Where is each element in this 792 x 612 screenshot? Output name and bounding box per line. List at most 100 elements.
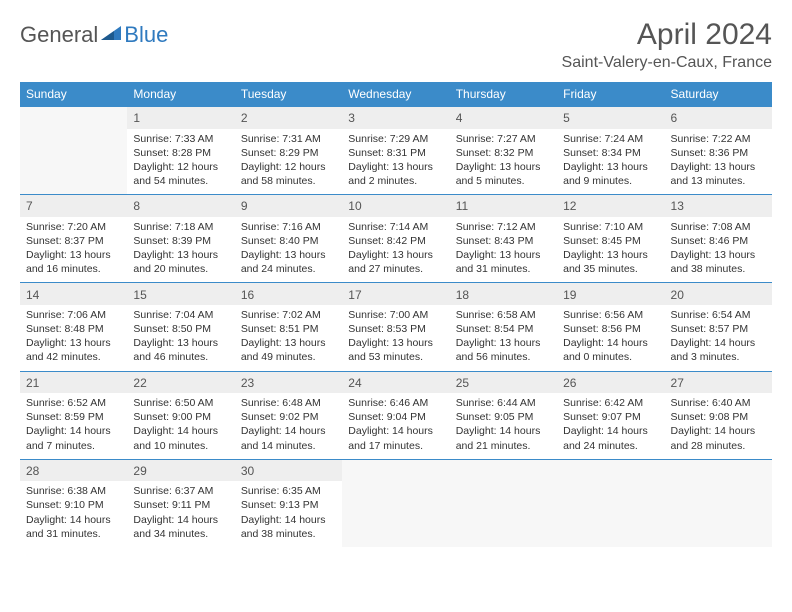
sunrise-line: Sunrise: 7:14 AM xyxy=(348,220,443,234)
sunset-line: Sunset: 8:40 PM xyxy=(241,234,336,248)
daylight-line: Daylight: 13 hours and 38 minutes. xyxy=(671,248,766,276)
sunset-line: Sunset: 8:51 PM xyxy=(241,322,336,336)
calendar-table: Sunday Monday Tuesday Wednesday Thursday… xyxy=(20,82,772,547)
day-number-cell: 30 xyxy=(235,459,342,481)
day-data-cell: Sunrise: 7:14 AMSunset: 8:42 PMDaylight:… xyxy=(342,217,449,283)
day-number-cell: 28 xyxy=(20,459,127,481)
day-data-cell: Sunrise: 7:33 AMSunset: 8:28 PMDaylight:… xyxy=(127,129,234,195)
day-data-cell: Sunrise: 7:27 AMSunset: 8:32 PMDaylight:… xyxy=(450,129,557,195)
sunrise-line: Sunrise: 6:54 AM xyxy=(671,308,766,322)
daylight-line: Daylight: 13 hours and 27 minutes. xyxy=(348,248,443,276)
weekday-header: Wednesday xyxy=(342,82,449,107)
day-data-cell: Sunrise: 7:20 AMSunset: 8:37 PMDaylight:… xyxy=(20,217,127,283)
day-data-cell: Sunrise: 7:29 AMSunset: 8:31 PMDaylight:… xyxy=(342,129,449,195)
daylight-line: Daylight: 13 hours and 35 minutes. xyxy=(563,248,658,276)
logo-text-general: General xyxy=(20,22,98,48)
day-data-cell: Sunrise: 6:37 AMSunset: 9:11 PMDaylight:… xyxy=(127,481,234,547)
sunrise-line: Sunrise: 6:38 AM xyxy=(26,484,121,498)
day-number-cell: 12 xyxy=(557,195,664,217)
day-number-cell: 17 xyxy=(342,283,449,305)
sunrise-line: Sunrise: 6:42 AM xyxy=(563,396,658,410)
day-number-cell: 21 xyxy=(20,371,127,393)
daylight-line: Daylight: 14 hours and 31 minutes. xyxy=(26,513,121,541)
daylight-line: Daylight: 13 hours and 20 minutes. xyxy=(133,248,228,276)
sunset-line: Sunset: 9:04 PM xyxy=(348,410,443,424)
day-data-cell: Sunrise: 6:35 AMSunset: 9:13 PMDaylight:… xyxy=(235,481,342,547)
daylight-line: Daylight: 14 hours and 17 minutes. xyxy=(348,424,443,452)
sunset-line: Sunset: 9:02 PM xyxy=(241,410,336,424)
sunrise-line: Sunrise: 6:58 AM xyxy=(456,308,551,322)
daylight-line: Daylight: 14 hours and 10 minutes. xyxy=(133,424,228,452)
daylight-line: Daylight: 13 hours and 13 minutes. xyxy=(671,160,766,188)
daylight-line: Daylight: 13 hours and 53 minutes. xyxy=(348,336,443,364)
daylight-line: Daylight: 13 hours and 5 minutes. xyxy=(456,160,551,188)
sunset-line: Sunset: 8:29 PM xyxy=(241,146,336,160)
daylight-line: Daylight: 14 hours and 34 minutes. xyxy=(133,513,228,541)
day-number-cell: 24 xyxy=(342,371,449,393)
sunrise-line: Sunrise: 6:40 AM xyxy=(671,396,766,410)
day-number-cell: 23 xyxy=(235,371,342,393)
sunset-line: Sunset: 8:37 PM xyxy=(26,234,121,248)
sunrise-line: Sunrise: 7:02 AM xyxy=(241,308,336,322)
daylight-line: Daylight: 14 hours and 0 minutes. xyxy=(563,336,658,364)
sunrise-line: Sunrise: 7:29 AM xyxy=(348,132,443,146)
sunset-line: Sunset: 8:46 PM xyxy=(671,234,766,248)
daylight-line: Daylight: 14 hours and 24 minutes. xyxy=(563,424,658,452)
sunrise-line: Sunrise: 7:33 AM xyxy=(133,132,228,146)
day-number-cell: 29 xyxy=(127,459,234,481)
sunset-line: Sunset: 9:13 PM xyxy=(241,498,336,512)
weekday-header: Sunday xyxy=(20,82,127,107)
sunrise-line: Sunrise: 7:10 AM xyxy=(563,220,658,234)
sunrise-line: Sunrise: 6:48 AM xyxy=(241,396,336,410)
sunset-line: Sunset: 8:48 PM xyxy=(26,322,121,336)
day-number-cell: 13 xyxy=(665,195,772,217)
sunrise-line: Sunrise: 6:52 AM xyxy=(26,396,121,410)
daylight-line: Daylight: 12 hours and 54 minutes. xyxy=(133,160,228,188)
day-data-cell xyxy=(20,129,127,195)
daylight-line: Daylight: 14 hours and 21 minutes. xyxy=(456,424,551,452)
daylight-line: Daylight: 13 hours and 49 minutes. xyxy=(241,336,336,364)
weekday-header: Saturday xyxy=(665,82,772,107)
sunset-line: Sunset: 8:45 PM xyxy=(563,234,658,248)
sunset-line: Sunset: 8:31 PM xyxy=(348,146,443,160)
day-data-cell: Sunrise: 7:12 AMSunset: 8:43 PMDaylight:… xyxy=(450,217,557,283)
sunrise-line: Sunrise: 6:46 AM xyxy=(348,396,443,410)
day-number-row: 21222324252627 xyxy=(20,371,772,393)
sunset-line: Sunset: 8:43 PM xyxy=(456,234,551,248)
day-number-cell xyxy=(20,107,127,129)
sunrise-line: Sunrise: 7:20 AM xyxy=(26,220,121,234)
day-data-cell: Sunrise: 6:54 AMSunset: 8:57 PMDaylight:… xyxy=(665,305,772,371)
sunrise-line: Sunrise: 7:08 AM xyxy=(671,220,766,234)
daylight-line: Daylight: 14 hours and 3 minutes. xyxy=(671,336,766,364)
day-number-cell: 8 xyxy=(127,195,234,217)
daylight-line: Daylight: 14 hours and 14 minutes. xyxy=(241,424,336,452)
sunset-line: Sunset: 8:36 PM xyxy=(671,146,766,160)
sunrise-line: Sunrise: 7:22 AM xyxy=(671,132,766,146)
day-data-row: Sunrise: 7:06 AMSunset: 8:48 PM Daylight:… xyxy=(20,305,772,371)
sunset-line: Sunset: 8:57 PM xyxy=(671,322,766,336)
daylight-line: Daylight: 13 hours and 24 minutes. xyxy=(241,248,336,276)
sunrise-line: Sunrise: 6:37 AM xyxy=(133,484,228,498)
day-number-cell: 15 xyxy=(127,283,234,305)
calendar-body: 123456Sunrise: 7:33 AMSunset: 8:28 PMDay… xyxy=(20,107,772,548)
day-data-cell: Sunrise: 7:00 AMSunset: 8:53 PMDaylight:… xyxy=(342,305,449,371)
day-number-cell xyxy=(665,459,772,481)
sunset-line: Sunset: 8:32 PM xyxy=(456,146,551,160)
day-data-cell: Sunrise: 7:31 AMSunset: 8:29 PMDaylight:… xyxy=(235,129,342,195)
sunset-line: Sunset: 8:42 PM xyxy=(348,234,443,248)
day-number-cell xyxy=(342,459,449,481)
sunrise-line: Sunrise: 7:06 AM xyxy=(26,308,121,322)
sunset-line: Sunset: 8:54 PM xyxy=(456,322,551,336)
day-number-cell: 1 xyxy=(127,107,234,129)
day-data-cell: Sunrise: 6:46 AMSunset: 9:04 PMDaylight:… xyxy=(342,393,449,459)
sunrise-line: Sunrise: 7:24 AM xyxy=(563,132,658,146)
day-number-cell: 5 xyxy=(557,107,664,129)
month-title: April 2024 xyxy=(562,18,772,52)
day-data-cell: Sunrise: 7:24 AMSunset: 8:34 PMDaylight:… xyxy=(557,129,664,195)
day-data-cell: Sunrise: 7:04 AMSunset: 8:50 PMDaylight:… xyxy=(127,305,234,371)
sunset-line: Sunset: 9:10 PM xyxy=(26,498,121,512)
weekday-header: Friday xyxy=(557,82,664,107)
day-data-cell xyxy=(557,481,664,547)
daylight-line: Daylight: 14 hours and 28 minutes. xyxy=(671,424,766,452)
page-header: General Blue April 2024 Saint-Valery-en-… xyxy=(20,18,772,72)
